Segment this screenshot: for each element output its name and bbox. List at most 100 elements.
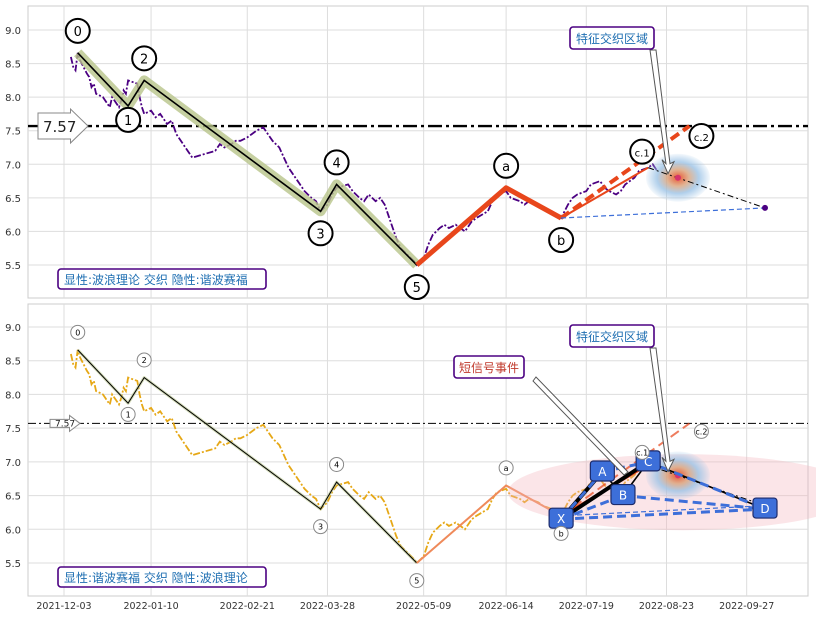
panel-banner-box: [57, 268, 267, 290]
y-tick-label: 8.0: [5, 93, 21, 104]
harmonic-point-box: [589, 460, 615, 482]
wave-point-marker: [323, 149, 350, 176]
wave-point-marker: [403, 274, 430, 300]
y-tick-label: 8.5: [5, 357, 21, 368]
wave-point-marker: [693, 423, 709, 439]
wave-point-marker: [688, 123, 715, 150]
event-label: 短信号事件: [459, 361, 519, 375]
y-tick-label: 7.0: [5, 160, 21, 171]
wave-point-label: 2: [142, 356, 147, 365]
wave-point-marker: [553, 525, 569, 541]
reference-label: 7.57: [43, 118, 76, 136]
x-tick-label: 2022-08-23: [639, 601, 694, 612]
wave-point-label: 1: [126, 410, 131, 419]
wave-line: [77, 52, 418, 266]
wave-point-marker: [64, 17, 91, 44]
panel-frame: [27, 5, 809, 299]
wave-point-marker: [629, 138, 656, 165]
wave-point-label: 4: [334, 460, 339, 469]
harmonic-point-label: A: [598, 465, 607, 479]
wave-point-marker: [313, 519, 329, 535]
harmonic-dashed-leg: [559, 470, 604, 521]
event-arrow: [532, 376, 629, 476]
wave-point-label: a: [502, 160, 510, 175]
annotation-label: 特征交织区域: [576, 329, 648, 344]
wave-point-marker: [409, 573, 425, 589]
harmonic-point-label: C: [644, 455, 652, 469]
wave-point-label: c.1: [635, 149, 650, 160]
wave-point-marker: [493, 152, 520, 179]
wave-point-marker: [115, 106, 142, 133]
harmonic-point-label: D: [760, 502, 769, 516]
x-tick-label: 2022-05-09: [396, 601, 451, 612]
wave-point-label: c.2: [695, 427, 707, 436]
projection-low: [561, 505, 766, 517]
y-tick-label: 5.5: [5, 261, 21, 272]
wave-line: [77, 349, 418, 564]
wave-point-label: 3: [318, 523, 323, 532]
wave-point-label: 2: [140, 52, 148, 67]
projection-c1: [560, 166, 649, 219]
y-tick-label: 5.5: [5, 559, 21, 570]
annotation-label: 特征交织区域: [576, 31, 648, 46]
annotation-box: [569, 26, 655, 50]
wave-point-label: 0: [75, 328, 80, 337]
wave-point-label: 5: [413, 281, 421, 296]
wave-point-label: 4: [332, 156, 340, 171]
y-tick-label: 6.0: [5, 227, 21, 238]
y-tick-label: 7.0: [5, 458, 21, 469]
wave-point-marker: [120, 406, 136, 422]
reference-arrow: [49, 414, 81, 433]
y-tick-label: 6.5: [5, 492, 21, 503]
y-tick-label: 7.5: [5, 127, 21, 138]
x-tick-label: 2022-06-14: [479, 601, 534, 612]
harmonic-dashed-leg: [622, 494, 766, 511]
x-tick-label: 2022-02-21: [220, 601, 275, 612]
wave-point-marker: [307, 220, 334, 247]
wave-point-marker: [131, 45, 158, 72]
y-tick-label: 6.0: [5, 525, 21, 536]
wave-point-label: c.2: [694, 133, 709, 144]
panel-banner-label: 显性:谐波赛福 交织 隐性:波浪理论: [64, 570, 248, 585]
harmonic-leg: [560, 460, 650, 521]
y-tick-label: 8.0: [5, 390, 21, 401]
harmonic-point-box: [752, 497, 778, 519]
panel-banner-label: 显性:波浪理论 交织 隐性:谐波赛福: [64, 272, 248, 287]
chart-panel-2: 5.5 6.0 6.5 7.0 7.5 8.0 8.5 9.0 7.57 X AB C D 0 1 2 3 4 5 a…: [5, 303, 816, 597]
x-tick-label: 2022-01-10: [123, 601, 178, 612]
wave-point-marker: [70, 324, 86, 340]
target-point: [674, 174, 681, 181]
wave-point-label: 3: [316, 227, 324, 242]
wave-point-marker: [548, 227, 575, 253]
y-tick-label: 8.5: [5, 60, 21, 71]
x-tick-label: 2022-03-28: [300, 601, 355, 612]
y-tick-label: 9.0: [5, 323, 21, 334]
abc-wave-line: [415, 185, 563, 267]
harmonic-point-label: X: [557, 512, 565, 526]
reference-label: 7.57: [55, 419, 75, 429]
annotation-arrow: [649, 347, 676, 473]
reference-arrow: [37, 107, 89, 145]
annotation-box: [569, 324, 655, 348]
wave-point-label: 0: [74, 25, 82, 40]
wave-point-label: b: [557, 234, 565, 249]
wave-point-marker: [136, 352, 152, 368]
wave-point-label: a: [504, 464, 509, 473]
wave-point-label: 5: [414, 577, 419, 586]
abc-wave-line: [416, 484, 562, 564]
event-box: [453, 355, 525, 379]
wave-point-label: b: [559, 529, 564, 538]
panel-frame: [27, 303, 809, 597]
wave-point-marker: [498, 460, 514, 476]
harmonic-dashed-leg: [561, 507, 766, 521]
forecast-end-point: [762, 204, 768, 211]
annotation-arrow: [649, 49, 676, 175]
wave-point-label: c.1: [636, 448, 648, 457]
y-tick-label: 7.5: [5, 424, 21, 435]
harmonic-point-label: B: [619, 489, 627, 503]
projection-low: [561, 207, 766, 219]
wave-point-marker: [329, 456, 345, 472]
chart-panel-1: 5.5 6.0 6.5 7.0 7.5 8.0 8.5 9.0 7.57 0 1 2 3 4 5 a b c.1 c…: [5, 5, 809, 300]
